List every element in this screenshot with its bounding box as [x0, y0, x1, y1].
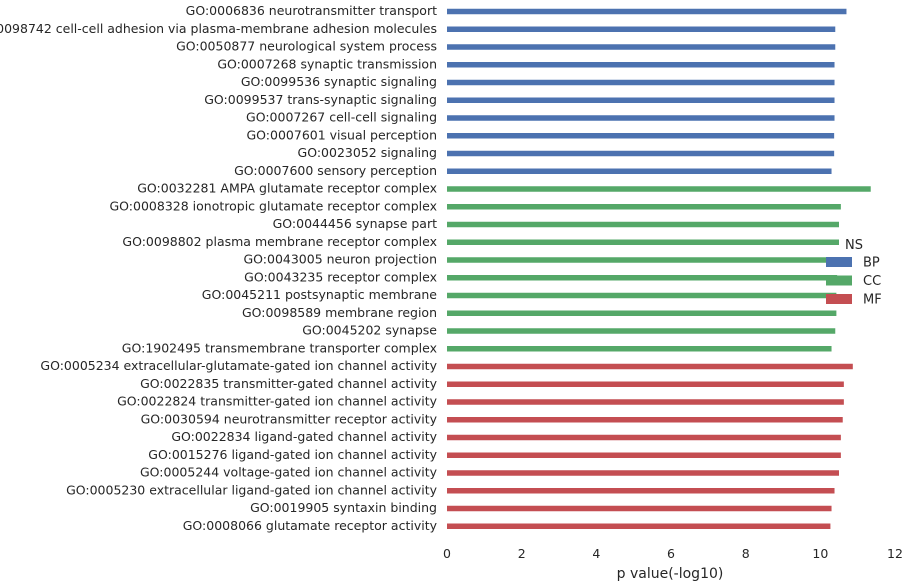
x-tick-label: 8 — [742, 546, 750, 561]
bar — [447, 434, 841, 441]
x-tick-label: 10 — [812, 546, 828, 561]
legend-label: BP — [863, 256, 880, 271]
category-label: GO:0045202 synapse — [302, 323, 437, 338]
category-label: GO:0008066 glutamate receptor activity — [183, 518, 438, 533]
legend-label: MF — [863, 293, 882, 308]
bar — [447, 115, 835, 121]
legend-swatch — [826, 257, 852, 267]
bar — [447, 275, 838, 281]
bar — [447, 523, 831, 529]
category-label: GO:0099537 trans-synaptic signaling — [204, 92, 437, 107]
x-tick-label: 4 — [592, 546, 600, 561]
x-axis-label: p value(-log10) — [617, 566, 724, 582]
category-label: GO:0099536 synaptic signaling — [241, 74, 437, 89]
legend-label: CC — [863, 274, 881, 289]
bar — [447, 363, 853, 370]
category-label: GO:0019905 syntaxin binding — [250, 500, 437, 515]
bar — [447, 239, 839, 245]
bar — [447, 292, 837, 299]
x-tick-label: 12 — [887, 546, 903, 561]
category-labels: GO:0006836 neurotransmitter transport GO:… — [0, 3, 438, 533]
legend-title: NS — [845, 238, 863, 253]
category-label: GO:0023052 signaling — [298, 145, 437, 160]
bar — [447, 470, 839, 476]
bar — [447, 44, 836, 50]
category-label: GO:0032281 AMPA glutamate receptor compl… — [137, 181, 437, 196]
legend: NS BP CC MF — [826, 238, 882, 308]
category-label: GO:0007601 visual perception — [246, 127, 437, 142]
category-label: GO:0015276 ligand-gated ion channel acti… — [148, 447, 437, 462]
bar — [447, 8, 847, 15]
bar — [447, 133, 835, 139]
category-label: GO:0043235 receptor complex — [244, 269, 437, 284]
bar — [447, 221, 839, 228]
bar — [447, 257, 838, 263]
x-axis: 0 2 4 6 8 10 12 — [443, 546, 903, 561]
bar — [447, 346, 832, 352]
bar — [447, 399, 844, 405]
bar — [447, 452, 841, 458]
bar — [447, 417, 843, 423]
category-label: GO:0098802 plasma membrane receptor comp… — [122, 234, 437, 249]
category-label: GO:0005234 extracellular-glutamate-gated… — [40, 358, 437, 373]
category-label: GO:0008328 ionotropic glutamate receptor… — [110, 198, 438, 213]
bar — [447, 168, 832, 174]
bar — [447, 381, 844, 387]
category-label: GO:0007267 cell-cell signaling — [246, 110, 437, 125]
bar — [447, 505, 832, 512]
category-label: GO:0005244 voltage-gated ion channel act… — [140, 465, 438, 480]
category-label: GO:0098589 membrane region — [242, 305, 437, 320]
category-label: GO:0044456 synapse part — [273, 216, 437, 231]
bar — [447, 310, 837, 316]
category-label: GO:0022824 transmitter-gated ion channel… — [117, 394, 438, 409]
x-tick-label: 6 — [667, 546, 675, 561]
category-label: GO:0045211 postsynaptic membrane — [202, 287, 438, 302]
bar — [447, 150, 835, 157]
bar — [447, 186, 871, 192]
bar — [447, 328, 836, 334]
category-label: GO:0043005 neuron projection — [243, 252, 437, 267]
bar — [447, 26, 836, 32]
category-label: GO:1902495 transmembrane transporter com… — [122, 340, 437, 355]
bar — [447, 97, 835, 103]
bar — [447, 204, 841, 210]
legend-swatch — [826, 294, 852, 304]
category-label: GO:0022834 ligand-gated channel activity — [171, 429, 437, 444]
category-label: GO:0007268 synaptic transmission — [217, 56, 437, 71]
category-label: GO:0022835 transmitter-gated channel act… — [140, 376, 437, 391]
bar — [447, 488, 835, 494]
x-tick-label: 2 — [518, 546, 526, 561]
x-tick-label: 0 — [443, 546, 451, 561]
category-label: GO:0030594 neurotransmitter receptor act… — [141, 411, 438, 426]
category-label: GO:0050877 neurological system process — [176, 39, 437, 54]
category-label: GO:0006836 neurotransmitter transport — [186, 3, 437, 18]
bar — [447, 79, 835, 86]
legend-swatch — [826, 275, 852, 286]
bar — [447, 62, 835, 68]
category-label: GO:0098742 cell-cell adhesion via plasma… — [0, 21, 437, 36]
bars-layer — [447, 8, 871, 529]
category-label: GO:0007600 sensory perception — [234, 163, 437, 178]
category-label: GO:0005230 extracellular ligand-gated io… — [66, 482, 438, 497]
